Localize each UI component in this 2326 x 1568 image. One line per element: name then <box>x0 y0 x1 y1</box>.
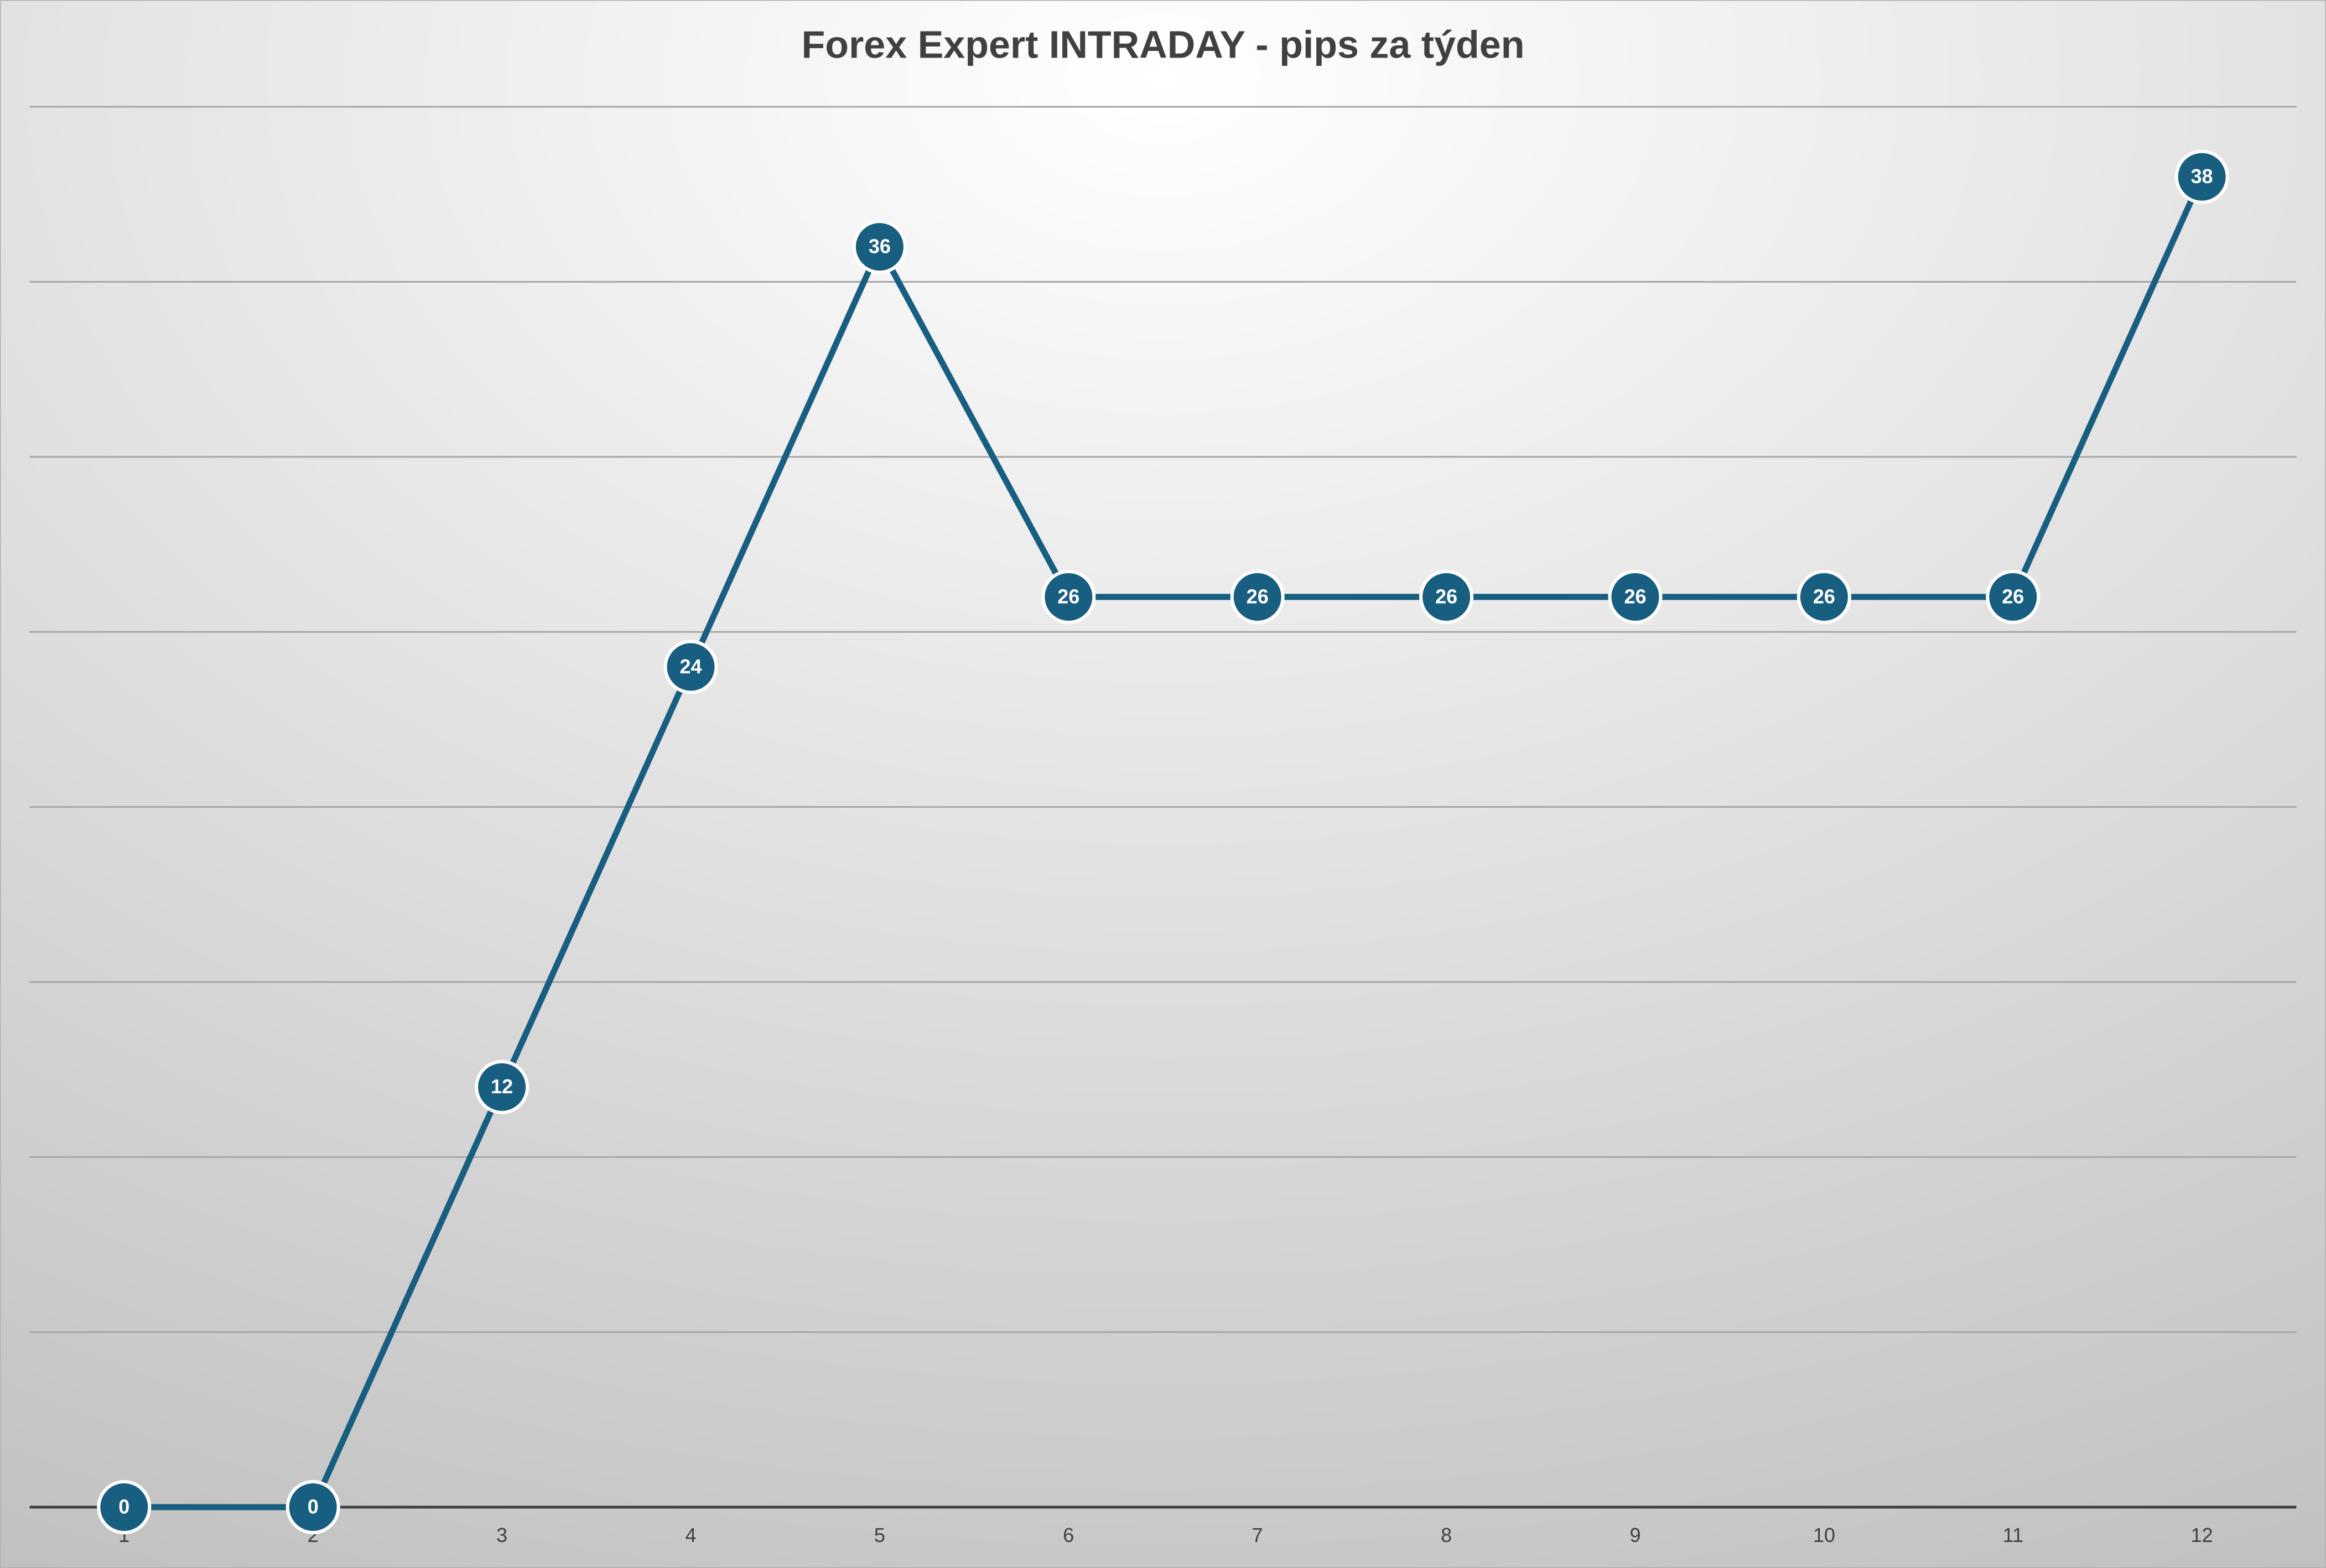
data-label: 0 <box>308 1496 319 1518</box>
data-point <box>1797 569 1851 624</box>
data-label: 38 <box>2191 165 2213 188</box>
data-point <box>285 1480 340 1535</box>
data-label: 26 <box>1813 585 1835 608</box>
data-point <box>1230 569 1285 624</box>
x-tick-label: 11 <box>2003 1524 2023 1546</box>
x-tick-label: 9 <box>1629 1524 1640 1546</box>
x-tick-label: 4 <box>685 1524 696 1546</box>
data-point <box>97 1480 152 1535</box>
data-point <box>1986 569 2041 624</box>
data-point <box>663 640 718 694</box>
data-label: 26 <box>1057 585 1079 608</box>
x-tick-label: 6 <box>1063 1524 1074 1546</box>
data-point <box>852 220 907 274</box>
chart-title: Forex Expert INTRADAY - pips za týden <box>802 23 1525 66</box>
data-point <box>2174 149 2229 204</box>
x-tick-label: 12 <box>2191 1524 2213 1546</box>
x-tick-label: 8 <box>1441 1524 1452 1546</box>
data-label: 0 <box>118 1496 129 1518</box>
data-label: 26 <box>2002 585 2024 608</box>
data-point <box>475 1060 529 1114</box>
data-point <box>1419 569 1474 624</box>
line-series <box>124 175 2205 1510</box>
x-tick-label: 5 <box>874 1524 885 1546</box>
data-point <box>1608 569 1663 624</box>
data-label: 36 <box>869 235 891 258</box>
data-label: 26 <box>1624 585 1646 608</box>
data-label: 26 <box>1435 585 1457 608</box>
data-label: 12 <box>491 1075 513 1098</box>
data-label: 24 <box>679 655 702 678</box>
x-tick-label: 7 <box>1252 1524 1263 1546</box>
x-tick-label: 10 <box>1813 1524 1835 1546</box>
data-point <box>1041 569 1096 624</box>
data-label: 26 <box>1247 585 1269 608</box>
x-tick-label: 3 <box>496 1524 507 1546</box>
